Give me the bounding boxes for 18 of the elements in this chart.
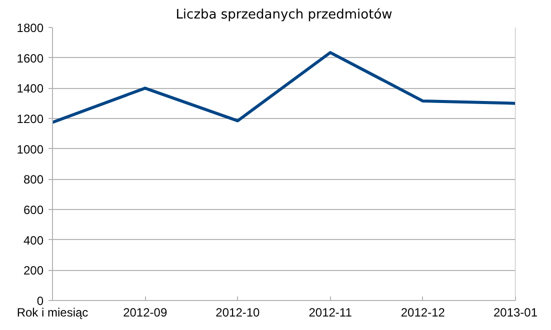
y-tick-label: 1800 xyxy=(16,21,44,35)
y-tick-label: 1400 xyxy=(16,82,44,96)
x-tick-label: 2012-11 xyxy=(308,306,352,320)
x-tick-label: 2013-01 xyxy=(493,306,538,320)
y-tick-label: 800 xyxy=(23,172,44,187)
x-tick-label: 2012-09 xyxy=(123,306,168,320)
y-tick-label: 600 xyxy=(23,203,44,217)
line-series xyxy=(52,51,516,124)
y-tick-label: 200 xyxy=(23,264,44,278)
y-tick-label: 1600 xyxy=(16,51,44,66)
y-tick-label: 400 xyxy=(23,233,44,248)
y-tick-label: 1000 xyxy=(16,142,44,156)
x-tick-label: 2012-12 xyxy=(400,306,446,320)
y-tick-label: 0 xyxy=(36,294,44,308)
x-tick-label: Rok i miesiąc xyxy=(16,306,88,320)
chart-title: Liczba sprzedanych przedmiotów xyxy=(176,8,393,22)
y-tick-label: 1200 xyxy=(16,112,44,126)
x-tick-label: 2012-10 xyxy=(216,306,260,320)
